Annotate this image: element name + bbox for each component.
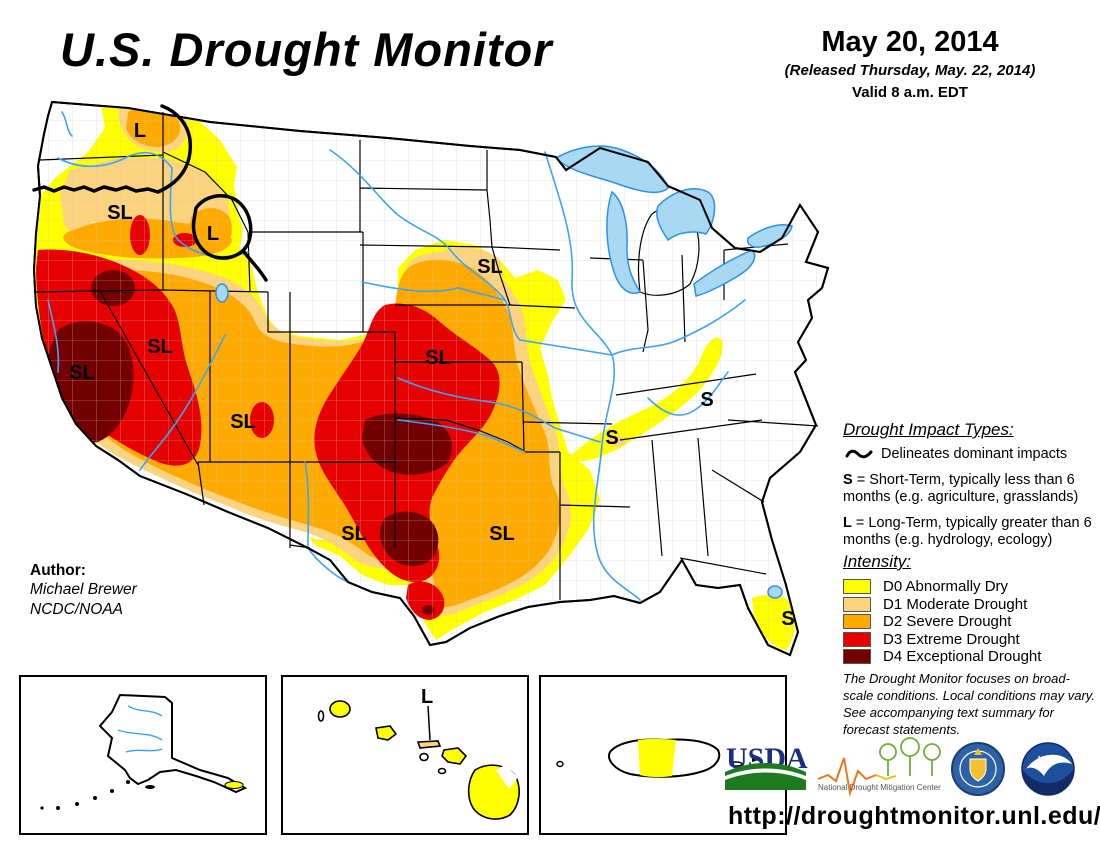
alaska-d0-spot (224, 781, 244, 789)
disclaimer-text: The Drought Monitor focuses on broad-sca… (843, 671, 1095, 737)
impact-label-SL: SL (69, 362, 95, 384)
east-arrow-icon (752, 756, 762, 762)
intensity-swatch (843, 649, 871, 665)
impact-label-SL: SL (230, 411, 256, 433)
intensity-legend: Intensity: D0 Abnormally Dry D1 Moderate … (843, 552, 1097, 666)
author-org: NCDC/NOAA (30, 600, 124, 618)
impact-types-legend: Drought Impact Types: Delineates dominan… (843, 420, 1097, 559)
impact-types-heading: Drought Impact Types: (843, 420, 1014, 439)
map-date: May 20, 2014 (821, 26, 999, 58)
ndmc-logo-text: National Drought Mitigation Center (818, 783, 941, 792)
intensity-legend-item: D0 Abnormally Dry (843, 578, 1097, 596)
noaa-logo-text: NOAA (1038, 756, 1059, 763)
vieques-island (729, 761, 743, 767)
impact-label-SL: SL (477, 256, 503, 278)
impact-delineation-lines (32, 104, 268, 282)
intensity-swatch (843, 614, 871, 630)
logo-row: USDA National Drought Mitigation Center (725, 737, 1075, 797)
lake-okeechobee (767, 585, 783, 599)
impact-labels: L SL L SL SL SL SL SL SL SL S S S (69, 120, 794, 630)
intensity-legend-item: D4 Exceptional Drought (843, 648, 1097, 666)
delineates-label: Delineates dominant impacts (881, 446, 1068, 462)
intensity-label: D4 Exceptional Drought (883, 648, 1042, 666)
valid-time: Valid 8 a.m. EDT (852, 84, 968, 101)
lake-erie (693, 249, 756, 297)
intensity-label: D1 Moderate Drought (883, 595, 1028, 613)
intensity-legend-item: D2 Severe Drought (843, 613, 1097, 631)
squiggle-icon (845, 449, 873, 459)
county-lines (34, 102, 828, 655)
impact-label-L: L (134, 120, 146, 142)
site-url: http://droughtmonitor.unl.edu/ (728, 802, 1100, 830)
impact-label-S: S (700, 389, 713, 411)
impact-label-SL: SL (147, 336, 173, 358)
intensity-label: D3 Extreme Drought (883, 630, 1020, 648)
impact-label-SL: SL (107, 202, 133, 224)
lake-michigan (606, 190, 642, 294)
impact-label-SL: SL (425, 347, 451, 369)
page-title: U.S. Drought Monitor (60, 23, 553, 76)
puerto-rico-inset (539, 675, 787, 835)
alaska-inset (19, 675, 267, 835)
noaa-logo-icon: NOAA (1021, 742, 1075, 796)
us-outline (32, 100, 830, 657)
release-date: (Released Thursday, May. 22, 2014) (784, 62, 1036, 79)
intensity-swatch (843, 579, 871, 595)
alaska-rivers (117, 705, 163, 753)
intensity-label: D2 Severe Drought (883, 613, 1012, 631)
intensity-label: D0 Abnormally Dry (883, 578, 1009, 596)
long-term-description: L = Long-Term, typically greater than 6 … (843, 515, 1092, 549)
state-borders (33, 112, 819, 600)
hawaii-impact-label: L (421, 686, 433, 708)
short-term-description: S = Short-Term, typically less than 6 mo… (843, 472, 1079, 505)
hawaii-inset: L (281, 675, 529, 835)
date-block: May 20, 2014 (Released Thursday, May. 22… (755, 26, 1065, 101)
mona-island (556, 760, 564, 768)
intensity-heading: Intensity: (843, 552, 912, 571)
impact-label-S: S (781, 608, 794, 630)
ndmc-logo: National Drought Mitigation Center (817, 737, 941, 797)
conus-map: L SL L SL SL SL SL SL SL SL S S S (32, 100, 830, 657)
impact-label-S: S (605, 427, 618, 449)
alaska-landmass (98, 693, 248, 794)
author-name: Michael Brewer (30, 581, 137, 599)
great-lakes (215, 145, 793, 599)
author-heading: Author: (30, 562, 86, 579)
hawaii-islands (317, 700, 520, 820)
intensity-swatch (843, 596, 871, 612)
impact-label-SL: SL (341, 523, 367, 545)
impact-label-L: L (207, 223, 219, 245)
intensity-legend-item: D3 Extreme Drought (843, 631, 1097, 649)
usda-logo: USDA (725, 742, 808, 790)
puerto-rico-d0-band (638, 738, 676, 778)
great-salt-lake (215, 283, 229, 303)
commerce-seal-icon (951, 742, 1005, 796)
intensity-swatch (843, 631, 871, 647)
rivers (47, 111, 746, 601)
author-block: Author: Michael Brewer NCDC/NOAA (30, 561, 137, 619)
hawaii-label-leader (427, 705, 431, 741)
aleutian-islands (40, 780, 155, 810)
intensity-legend-item: D1 Moderate Drought (843, 596, 1097, 614)
impact-label-SL: SL (489, 523, 515, 545)
